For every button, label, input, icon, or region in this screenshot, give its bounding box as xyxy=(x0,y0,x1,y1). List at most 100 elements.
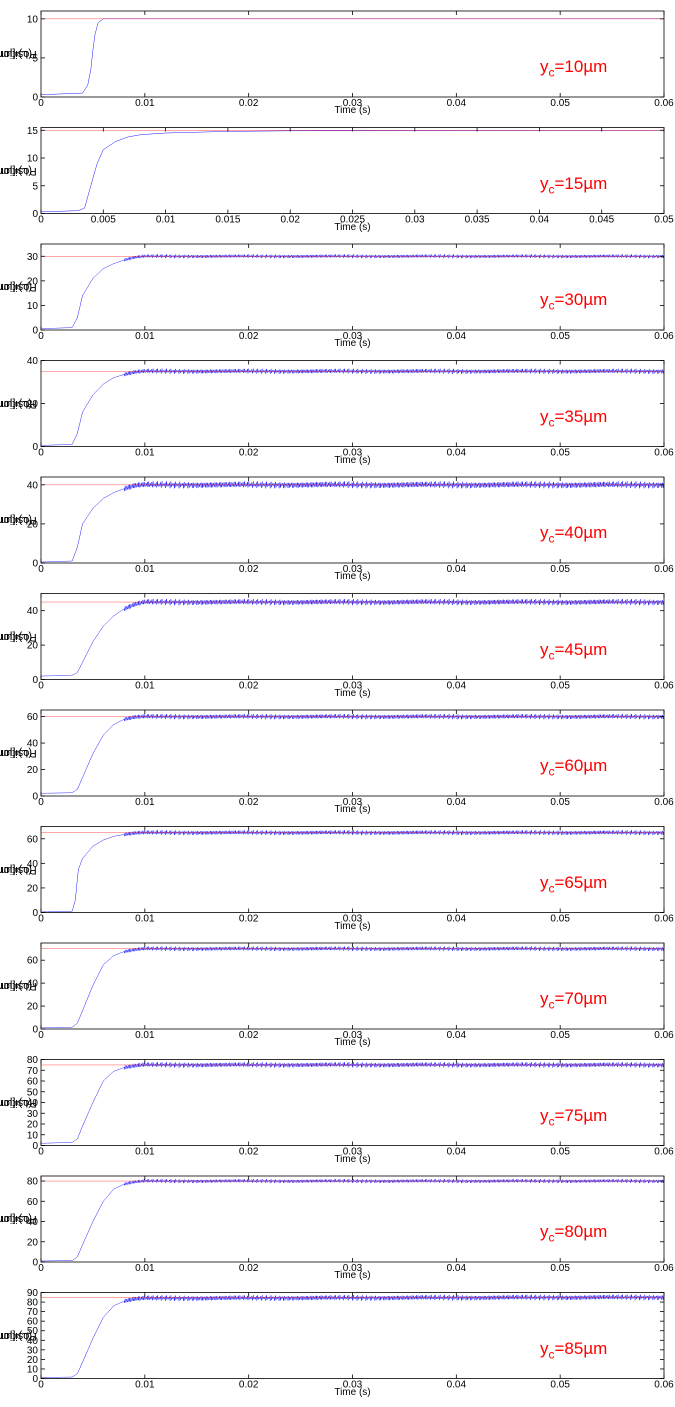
yc-annotation: yc=15µm xyxy=(540,174,607,196)
x-tick-label: 0.01 xyxy=(135,1030,155,1041)
y-tick-label: 30 xyxy=(27,1109,39,1120)
response-line-5 xyxy=(41,481,665,563)
y-axis-label-part: (L) [µm] xyxy=(0,863,33,876)
y-tick-label: 20 xyxy=(27,765,39,776)
yc-annotation: yc=65µm xyxy=(540,873,607,895)
y-axis-label-part: (L) [µm] xyxy=(0,164,33,177)
response-line-12 xyxy=(41,1294,665,1378)
y-tick-label: 40 xyxy=(27,606,39,617)
y-tick-label: 40 xyxy=(27,739,39,750)
subplot-1: 0 0.01 0.02 0.03 0.04 0.05 0.06 0 5 10 xyxy=(27,10,674,109)
x-tick-label: 0.04 xyxy=(530,215,550,226)
x-tick-label: 0.06 xyxy=(654,1147,674,1158)
y-tick-label: 80 xyxy=(27,1055,39,1066)
y-tick-label: 80 xyxy=(27,1298,39,1309)
annotation-part: y xyxy=(540,872,549,892)
y-axis-label: Position ya(L) [µm] xyxy=(0,1176,37,1262)
subplot-8: 0 0.01 0.02 0.03 0.04 0.05 0.06 0 20 40 60 xyxy=(27,826,674,925)
x-tick-label: 0.04 xyxy=(447,1147,467,1158)
annotation-part: y xyxy=(540,756,549,775)
annotation-part: y xyxy=(540,523,549,542)
x-tick-label: 0 xyxy=(38,331,44,342)
annotation-subscript: c xyxy=(548,880,555,895)
subplot-7: 0 0.01 0.02 0.03 0.04 0.05 0.06 0 20 40 60 xyxy=(27,709,674,808)
subplot-10: 0 0.01 0.02 0.03 0.04 0.05 0.06010203040506070… xyxy=(27,1055,674,1158)
x-tick-label: 0.02 xyxy=(239,1147,259,1158)
x-tick-label: 0.03 xyxy=(343,914,363,925)
x-tick-label: 0.05 xyxy=(550,1263,570,1274)
y-tick-label: 70 xyxy=(27,1066,39,1077)
x-tick-label: 0 xyxy=(38,98,44,109)
x-tick-label: 0.03 xyxy=(343,797,363,808)
annotation-part: y xyxy=(540,173,549,193)
annotation-subscript: c xyxy=(548,181,555,196)
x-tick-label: 0.05 xyxy=(550,448,570,459)
x-axis-label: Time (s) xyxy=(334,920,371,932)
y-tick-label: 40 xyxy=(27,1336,39,1347)
x-tick-label: 0.02 xyxy=(239,564,259,575)
x-tick-label: 0.045 xyxy=(589,215,614,226)
y-tick-label: 10 xyxy=(27,14,39,25)
y-tick-label: 0 xyxy=(32,1258,38,1269)
yc-annotation: yc=70µm xyxy=(540,989,607,1011)
y-tick-label: 0 xyxy=(32,559,38,570)
x-tick-label: 0.02 xyxy=(239,1263,259,1274)
y-axis-label-part: (L) [µm] xyxy=(0,397,33,410)
y-axis-label: Position ya(L) [µm] xyxy=(0,710,37,796)
x-tick-label: 0.02 xyxy=(239,1380,259,1391)
y-tick-label: 80 xyxy=(27,1177,39,1188)
y-tick-label: 0 xyxy=(32,209,38,220)
x-tick-label: 0.03 xyxy=(405,215,425,226)
y-tick-label: 10 xyxy=(27,1130,39,1141)
y-tick-label: 0 xyxy=(32,326,38,337)
x-tick-label: 0.05 xyxy=(550,797,570,808)
annotation-subscript: c xyxy=(548,764,555,779)
y-tick-label: 40 xyxy=(27,480,39,491)
y-axis-label-part: (L) [µm] xyxy=(0,1213,33,1226)
y-tick-label: 20 xyxy=(27,399,39,410)
x-tick-label: 0.05 xyxy=(550,331,570,342)
annotation-part: =35µm xyxy=(554,406,608,426)
y-axis-label-text: Position ya(L) [µm] xyxy=(0,514,37,526)
x-tick-label: 0.04 xyxy=(447,564,467,575)
x-tick-label: 0.01 xyxy=(135,564,155,575)
annotation-part: y xyxy=(540,57,549,76)
annotation-subscript: c xyxy=(548,298,555,313)
x-tick-label: 0.02 xyxy=(239,448,259,459)
y-tick-label: 20 xyxy=(27,276,39,287)
y-axis-label-text: Position ya(L) [µm] xyxy=(0,1330,37,1342)
response-line-7 xyxy=(40,713,665,794)
annotation-subscript: c xyxy=(548,1230,555,1245)
x-tick-label: 0.02 xyxy=(239,98,259,109)
annotation-part: =10µm xyxy=(554,57,608,76)
y-axis-label-part: (L) [µm] xyxy=(0,514,33,527)
x-tick-label: 0.01 xyxy=(135,681,155,692)
response-line-6 xyxy=(40,598,665,677)
y-axis-label: Position ya(L) [µm] xyxy=(0,943,37,1029)
y-tick-label: 0 xyxy=(32,93,38,104)
y-axis-label: Position ya(L) [µm] xyxy=(0,594,37,680)
x-axis-label: Time (s) xyxy=(334,221,371,233)
response-line-9 xyxy=(40,945,665,1029)
yc-annotation: yc=75µm xyxy=(540,1106,607,1128)
x-tick-label: 0.05 xyxy=(654,215,674,226)
x-axis-label: Time (s) xyxy=(334,571,371,582)
yc-annotation: yc=30µm xyxy=(540,290,607,312)
axes-box xyxy=(40,1292,665,1379)
x-tick-label: 0.03 xyxy=(343,1147,363,1158)
annotation-subscript: c xyxy=(548,531,555,546)
axes-box xyxy=(40,1059,665,1146)
x-tick-label: 0.06 xyxy=(654,1380,674,1391)
axes-box xyxy=(40,10,665,98)
y-tick-label: 20 xyxy=(27,519,39,530)
x-tick-label: 0.04 xyxy=(447,331,467,342)
y-axis-label: Position ya(L) [µm] xyxy=(0,11,37,97)
x-tick-label: 0.04 xyxy=(447,448,467,459)
subplot-5: 0 0.01 0.02 0.03 0.04 0.05 0.06 0 20 40 xyxy=(27,476,674,575)
x-tick-label: 0.05 xyxy=(550,98,570,109)
y-axis-label: Position ya(L) [µm] xyxy=(0,361,37,447)
annotation-part: =60µm xyxy=(554,756,608,775)
x-tick-label: 0.05 xyxy=(550,1030,570,1041)
x-tick-label: 0.035 xyxy=(465,215,490,226)
x-tick-label: 0 xyxy=(38,448,44,459)
